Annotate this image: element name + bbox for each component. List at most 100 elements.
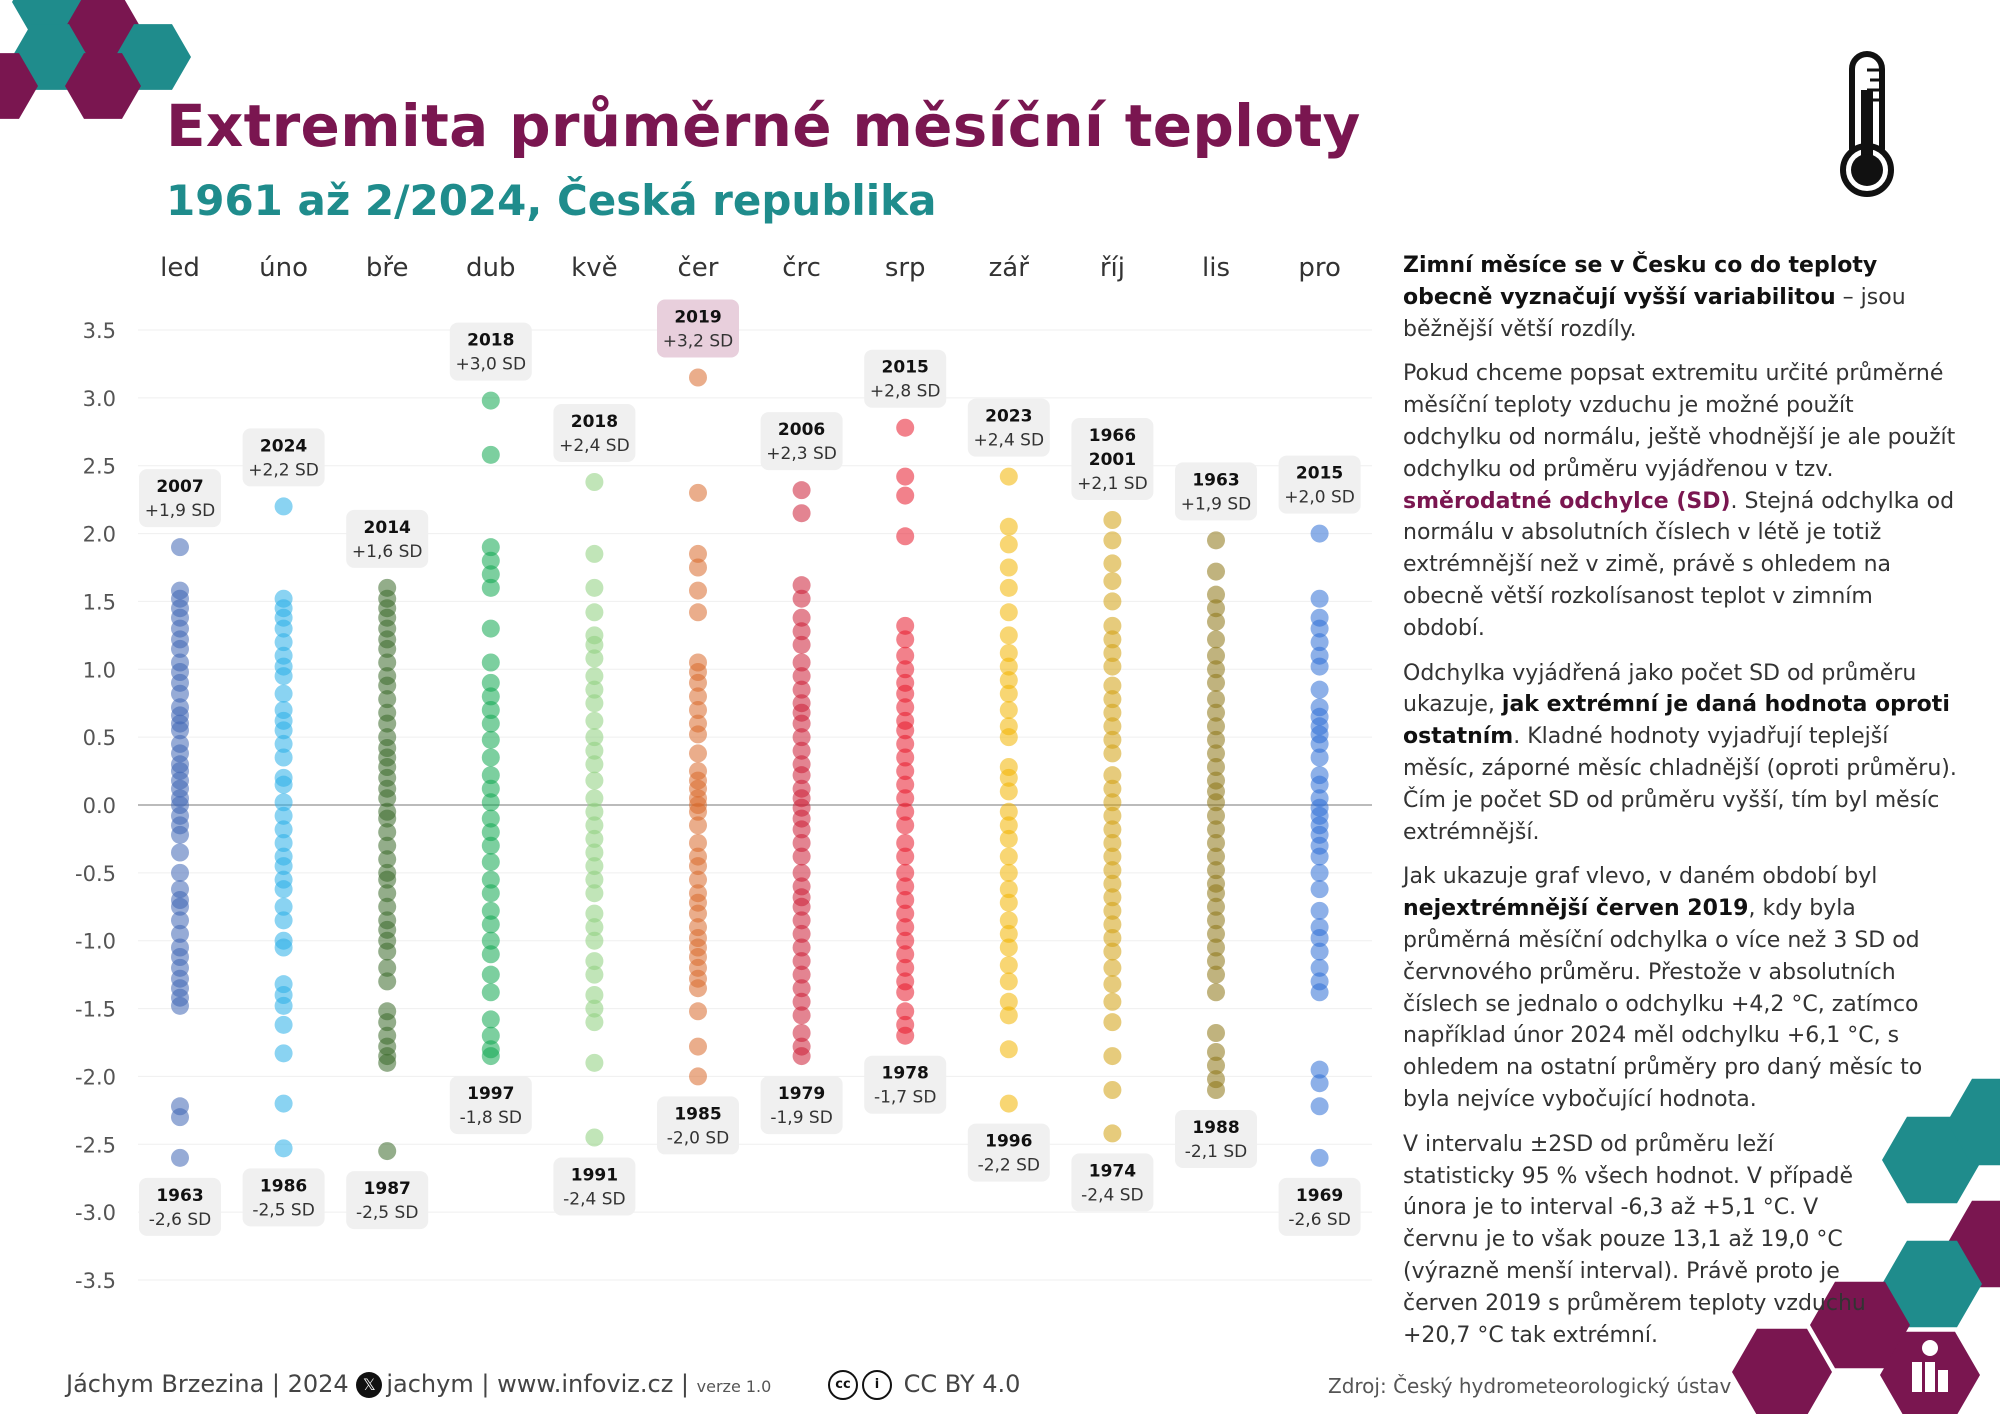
label-box (967, 398, 1050, 457)
extreme-label: 1987 -2,5 SD (346, 1171, 429, 1230)
extreme-label: 2007 +1,9 SD (139, 469, 221, 528)
data-point (689, 744, 707, 763)
data-point (1103, 616, 1122, 635)
label-value: -2,6 SD (1288, 1210, 1350, 1230)
data-point (999, 782, 1018, 801)
month-label: čer (678, 253, 719, 283)
data-point (481, 779, 500, 798)
data-point (1103, 592, 1122, 611)
data-point (481, 853, 500, 871)
license-text: CC BY 4.0 (903, 1370, 1021, 1398)
data-point (585, 843, 604, 862)
data-point (585, 789, 604, 808)
data-point (1310, 633, 1329, 652)
month-label: pro (1298, 253, 1341, 283)
data-point (689, 870, 707, 889)
data-point (896, 486, 915, 505)
data-point (1207, 938, 1225, 957)
label-box (1278, 1177, 1361, 1236)
data-point (378, 639, 397, 658)
data-point (481, 870, 500, 889)
data-point (481, 766, 500, 785)
data-point (999, 728, 1018, 747)
data-point (1207, 983, 1225, 1002)
data-point (1103, 942, 1122, 961)
data-point (999, 816, 1018, 835)
y-tick-label: 3.0 (83, 387, 116, 411)
data-point (274, 684, 293, 703)
data-point (1310, 901, 1329, 920)
x-logo-icon: 𝕏 (356, 1372, 383, 1398)
label-box (346, 1171, 429, 1230)
data-point (378, 972, 397, 991)
data-point (1103, 847, 1122, 866)
data-point (1207, 562, 1225, 581)
data-point (999, 578, 1018, 597)
data-point (1310, 589, 1329, 608)
series-kvě (585, 473, 604, 1147)
x-handle-link[interactable]: jachym (386, 1370, 474, 1398)
data-point (378, 850, 397, 869)
data-point (792, 1006, 811, 1025)
label-box (1175, 1110, 1257, 1168)
data-point (585, 884, 604, 903)
data-point (481, 901, 500, 920)
data-point (481, 538, 500, 557)
data-point (689, 368, 707, 387)
data-point (1103, 730, 1122, 749)
label-year: 1986 (260, 1176, 307, 1196)
data-point (1207, 1043, 1225, 1061)
data-point (1103, 1013, 1122, 1032)
data-point (585, 931, 604, 950)
label-year: 2007 (156, 477, 203, 497)
data-point (1103, 975, 1122, 994)
infoviz-logo-bar-3 (1938, 1370, 1948, 1392)
author-text: Jáchym Brzezina | 2024 (66, 1370, 349, 1398)
data-point (481, 730, 500, 749)
data-point (999, 1006, 1018, 1025)
data-point (585, 578, 604, 597)
label-value: -2,1 SD (1185, 1142, 1247, 1162)
data-point (792, 576, 811, 595)
data-point (1207, 703, 1225, 722)
data-point (1310, 619, 1329, 638)
hexagon-tl-1 (12, 0, 88, 35)
infoviz-logo-bar-1 (1912, 1362, 1922, 1392)
data-point (585, 904, 604, 923)
data-point (792, 965, 811, 984)
label-year: 1978 (882, 1064, 929, 1084)
label-box (449, 1076, 532, 1135)
data-point (274, 996, 293, 1015)
y-tick-label: 1.5 (83, 590, 116, 614)
data-point (896, 834, 915, 852)
label-box (449, 322, 532, 381)
data-point (1310, 524, 1329, 543)
data-point (1103, 630, 1122, 649)
extreme-label: 2014 +1,6 SD (346, 509, 429, 568)
data-point (274, 1015, 293, 1034)
data-point (481, 701, 500, 719)
month-label: črc (782, 253, 821, 283)
data-point (171, 721, 189, 740)
series-čer (689, 368, 707, 1086)
website-link[interactable]: | www.infoviz.cz | (481, 1370, 690, 1398)
data-point (585, 771, 604, 790)
label-value: -2,4 SD (563, 1190, 625, 1210)
data-point (1207, 884, 1225, 903)
data-point (1207, 717, 1225, 736)
data-point (999, 924, 1018, 943)
data-point (792, 952, 811, 971)
label-box (553, 1157, 636, 1216)
data-point (481, 391, 500, 410)
data-point (1103, 861, 1122, 880)
data-point (171, 924, 189, 943)
label-value: -2,4 SD (1081, 1185, 1143, 1205)
extreme-label: 2006 +2,3 SD (760, 412, 843, 471)
data-point (999, 1040, 1018, 1059)
data-point (792, 820, 811, 839)
data-point (481, 809, 500, 828)
data-point (792, 834, 811, 852)
data-point (585, 544, 604, 563)
data-point (792, 992, 811, 1011)
data-point (896, 816, 915, 835)
